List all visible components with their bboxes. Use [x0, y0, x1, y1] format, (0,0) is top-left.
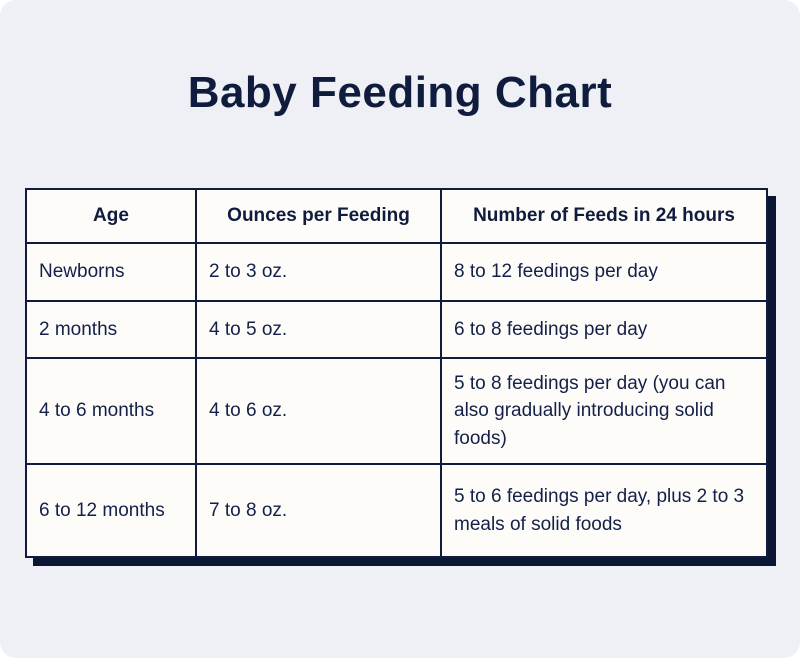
cell-age: 2 months	[25, 300, 197, 359]
header-ounces-per-feeding: Ounces per Feeding	[195, 188, 442, 244]
cell-feeds: 6 to 8 feedings per day	[440, 300, 768, 359]
cell-age: 4 to 6 months	[25, 357, 197, 465]
header-number-of-feeds: Number of Feeds in 24 hours	[440, 188, 768, 244]
cell-ounces: 2 to 3 oz.	[195, 242, 442, 302]
page-title: Baby Feeding Chart	[187, 68, 613, 117]
cell-ounces: 4 to 5 oz.	[195, 300, 442, 359]
cell-feeds: 8 to 12 feedings per day	[440, 242, 768, 302]
cell-ounces: 4 to 6 oz.	[195, 357, 442, 465]
table-header-row: Age Ounces per Feeding Number of Feeds i…	[25, 188, 768, 244]
cell-feeds: 5 to 8 feedings per day (you can also gr…	[440, 357, 768, 465]
cell-age: 6 to 12 months	[25, 463, 197, 558]
cell-feeds: 5 to 6 feedings per day, plus 2 to 3 mea…	[440, 463, 768, 558]
table-row-newborns: Newborns 2 to 3 oz. 8 to 12 feedings per…	[25, 242, 768, 302]
table-row-6-to-12-months: 6 to 12 months 7 to 8 oz. 5 to 6 feeding…	[25, 463, 768, 558]
table-row-4-to-6-months: 4 to 6 months 4 to 6 oz. 5 to 8 feedings…	[25, 357, 768, 465]
table-row-2-months: 2 months 4 to 5 oz. 6 to 8 feedings per …	[25, 300, 768, 359]
cell-age: Newborns	[25, 242, 197, 302]
feeding-table: Age Ounces per Feeding Number of Feeds i…	[25, 188, 768, 558]
header-age: Age	[25, 188, 197, 244]
cell-ounces: 7 to 8 oz.	[195, 463, 442, 558]
